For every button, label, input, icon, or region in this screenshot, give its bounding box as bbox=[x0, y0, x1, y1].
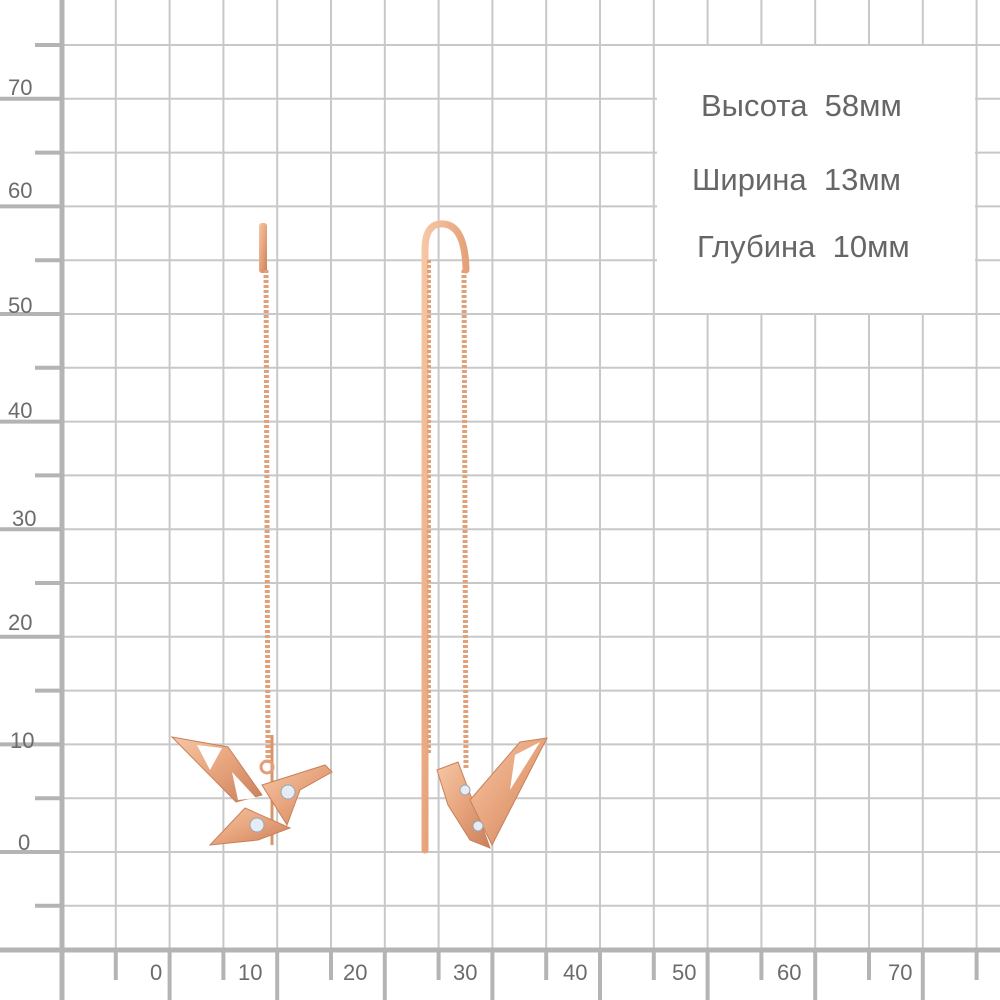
dimensions-panel: Высота 58мм Ширина 13мм Глубина 10мм bbox=[657, 46, 975, 313]
x-label-20: 20 bbox=[343, 960, 368, 985]
y-label-50: 50 bbox=[8, 293, 33, 318]
y-label-20: 20 bbox=[8, 610, 33, 635]
right-threader-pin bbox=[421, 220, 470, 854]
y-label-40: 40 bbox=[8, 398, 33, 423]
right-crane-icon bbox=[436, 737, 548, 849]
y-label-70: 70 bbox=[8, 75, 33, 100]
right-chain-b bbox=[461, 269, 469, 771]
x-label-70: 70 bbox=[888, 960, 913, 985]
x-label-60: 60 bbox=[777, 960, 802, 985]
left-threader-pin bbox=[259, 223, 267, 273]
depth-dimension: Глубина 10мм bbox=[697, 229, 910, 264]
left-crane-icon bbox=[170, 736, 333, 846]
y-label-30: 30 bbox=[12, 506, 37, 531]
y-label-60: 60 bbox=[8, 178, 33, 203]
x-label-30: 30 bbox=[453, 960, 478, 985]
left-earring bbox=[170, 223, 333, 846]
x-label-10: 10 bbox=[238, 960, 263, 985]
y-label-10: 10 bbox=[10, 728, 35, 753]
y-label-0: 0 bbox=[18, 830, 31, 855]
height-dimension: Высота 58мм bbox=[701, 88, 902, 123]
right-earring bbox=[421, 220, 548, 854]
left-chain bbox=[263, 269, 271, 766]
width-dimension: Ширина 13мм bbox=[692, 162, 901, 197]
x-label-40: 40 bbox=[563, 960, 588, 985]
x-label-50: 50 bbox=[672, 960, 697, 985]
x-label-0: 0 bbox=[150, 960, 163, 985]
